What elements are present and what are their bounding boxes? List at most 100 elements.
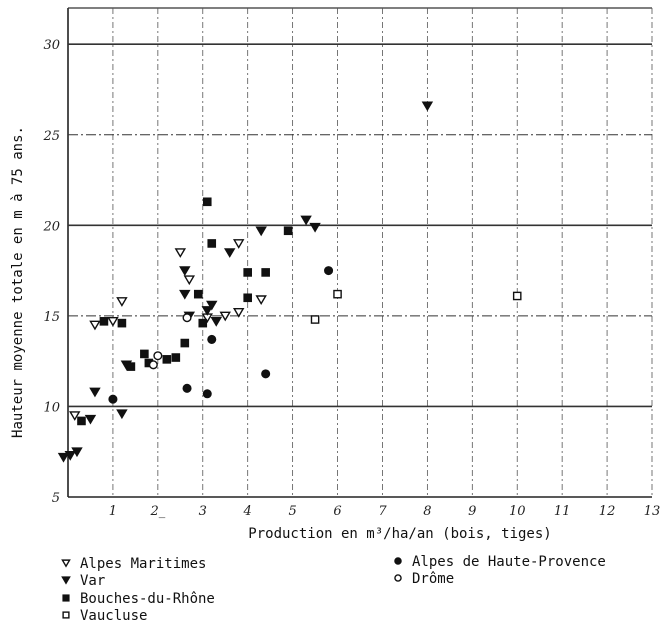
data-point (162, 355, 172, 364)
legend-marker (394, 557, 402, 565)
series-1 (57, 101, 434, 463)
x-tick-label: 8 (423, 504, 431, 519)
legend-item: Bouches-du-Rhône (62, 591, 215, 607)
data-point (207, 334, 217, 344)
data-point (255, 226, 267, 237)
x-tick-label: 13 (644, 504, 660, 519)
legend-label: Vaucluse (80, 608, 147, 624)
data-point (512, 291, 522, 301)
data-point (77, 416, 86, 426)
data-point (193, 289, 203, 299)
data-point (148, 360, 158, 370)
legend-marker (394, 574, 402, 582)
data-point (255, 295, 267, 306)
data-point (223, 248, 236, 258)
series-0 (69, 239, 267, 421)
data-point (283, 226, 293, 236)
data-point (179, 266, 191, 277)
y-tick-label: 5 (52, 491, 60, 506)
data-point (99, 317, 109, 326)
data-point (232, 307, 245, 318)
data-point (116, 409, 128, 420)
y-tick-label: 30 (43, 38, 60, 53)
x-axis-label: Production en m³/ha/an (bois, tiges) (248, 526, 551, 542)
legend-label: Bouches-du-Rhône (80, 591, 215, 607)
data-point (64, 451, 76, 461)
data-point (261, 268, 270, 277)
data-point (333, 289, 342, 299)
x-tick-label: 1 (109, 504, 117, 519)
data-point (324, 266, 334, 276)
x-tick-label: 12 (599, 504, 616, 519)
data-point (89, 320, 101, 331)
x-tick-label: 5 (288, 504, 296, 519)
data-point (89, 387, 101, 398)
x-tick-label: 6 (333, 504, 341, 519)
legend-item: Alpes de Haute-Provence (394, 554, 606, 570)
data-point (108, 394, 118, 404)
legend-item: Alpes Maritimes (61, 556, 206, 572)
data-point (69, 411, 81, 421)
data-point (201, 306, 213, 316)
data-point (309, 222, 321, 233)
y-tick-label: 15 (43, 310, 60, 325)
y-tick-label: 10 (43, 400, 60, 415)
data-point (219, 311, 231, 322)
legend-marker (62, 594, 70, 602)
legend-label: Drôme (412, 571, 454, 587)
data-point (179, 289, 191, 300)
data-point (71, 447, 83, 458)
x-tick-label: 3 (199, 504, 207, 519)
x-tick-label: 10 (509, 504, 526, 519)
data-point (140, 349, 149, 359)
legend-item: Vaucluse (62, 608, 147, 624)
legend-label: Alpes Maritimes (80, 556, 206, 572)
data-point (243, 268, 252, 277)
legend-label: Alpes de Haute-Provence (412, 554, 606, 570)
y-tick-label: 20 (42, 219, 60, 234)
data-point (202, 197, 212, 207)
data-point (232, 239, 245, 249)
series-3 (310, 289, 522, 324)
legend-item: Drôme (394, 571, 454, 587)
data-point (421, 101, 434, 112)
y-tick-label: 25 (42, 129, 60, 144)
data-point (117, 318, 127, 328)
data-point (310, 315, 320, 324)
x-tick-label: 9 (468, 504, 476, 519)
legend-marker (61, 576, 71, 585)
data-point (116, 297, 128, 307)
x-tick-label: 2_ (149, 504, 165, 519)
data-point (261, 369, 271, 379)
data-point (207, 239, 217, 248)
y-axis-label: Hauteur moyenne totale en m à 75 ans. (10, 126, 26, 438)
series-2 (77, 197, 293, 426)
x-tick-label: 7 (378, 504, 387, 519)
axis-ticks: 1 2_ 3 4 5 6 7 8 9 10 11 12 13 5 10 15 20 25 30 (42, 38, 660, 519)
data-point (182, 313, 192, 323)
data-points (57, 101, 522, 463)
data-point (180, 338, 190, 348)
legend-item: Var (61, 573, 105, 589)
x-tick-label: 11 (554, 504, 571, 519)
legend-marker (61, 559, 71, 568)
data-point (210, 317, 222, 327)
data-point (198, 318, 208, 328)
grid (67, 7, 653, 498)
data-point (153, 351, 163, 361)
series-4 (108, 266, 334, 404)
data-point (107, 317, 119, 327)
legend-label: Var (80, 573, 105, 589)
data-point (206, 300, 218, 311)
x-tick-label: 4 (243, 504, 252, 519)
data-point (171, 353, 181, 362)
data-point (243, 293, 252, 303)
data-point (202, 389, 212, 399)
data-point (84, 414, 97, 425)
data-point (126, 362, 136, 371)
data-point (300, 215, 312, 226)
legend-marker (62, 611, 70, 619)
data-point (174, 248, 187, 258)
